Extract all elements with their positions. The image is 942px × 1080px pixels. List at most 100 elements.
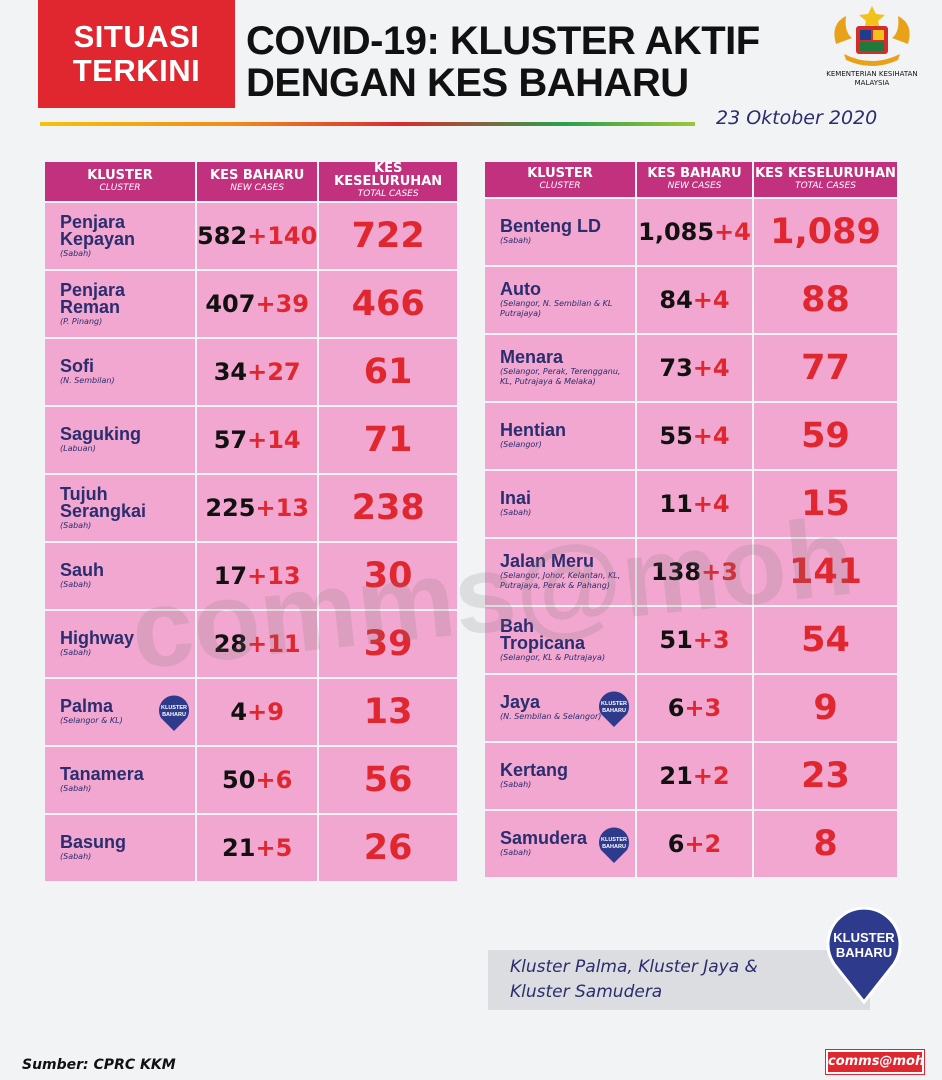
new-cases-cell: 57+14 <box>197 407 318 473</box>
new-cases-cell: 11+4 <box>637 471 752 537</box>
header-kluster: KLUSTER CLUSTER <box>45 162 195 201</box>
cluster-name-line-1: Bah <box>500 615 535 636</box>
previous-cases: 28 <box>213 630 248 658</box>
new-cases-increment: +4 <box>692 490 730 518</box>
pin-label-1: KLUSTER <box>601 837 627 843</box>
table-row: Inai (Sabah) 11+4 15 <box>485 471 897 537</box>
header-kes-baharu-label: KES BAHARU <box>647 165 742 181</box>
total-cases-value: 722 <box>351 216 425 256</box>
total-cases-value: 77 <box>801 348 850 388</box>
new-cases-increment: +4 <box>692 354 730 382</box>
total-cases-cell: 722 <box>319 203 457 269</box>
previous-cases: 21 <box>222 834 256 862</box>
table-body-left: Penjara Kepayan (Sabah) 582+140 722 Penjara Re… <box>45 203 457 881</box>
header-kes-keseluruhan-sub: TOTAL CASES <box>795 180 856 191</box>
total-cases-value: 1,089 <box>770 212 881 252</box>
cluster-name-line-1: Inai <box>500 488 532 508</box>
table-row: Jaya (N. Sembilan & Selangor) KLUSTER BAHAR… <box>485 675 897 741</box>
new-cases-increment: +11 <box>247 630 301 658</box>
cluster-name-line-1: Sauh <box>60 560 105 580</box>
header-kes-baharu-sub: NEW CASES <box>667 180 722 191</box>
new-cases-cell: 225+13 <box>197 475 318 541</box>
table-row: Auto (Selangor, N. Sembilan & KL Putrajay… <box>485 267 897 333</box>
total-cases-value: 466 <box>351 284 425 324</box>
cluster-location: (N. Sembilan) <box>60 376 115 385</box>
kluster-baharu-pin-icon: KLUSTER BAHARU <box>826 906 902 1004</box>
cluster-name-line-2: Kepayan <box>60 228 136 249</box>
total-cases-value: 15 <box>801 484 850 524</box>
previous-cases: 6 <box>667 830 685 858</box>
previous-cases: 225 <box>205 494 256 522</box>
page-title: COVID-19: KLUSTER AKTIF DENGAN KES BAHAR… <box>246 20 826 104</box>
cluster-name-line-1: Basung <box>60 832 127 852</box>
new-cases-cell: 21+5 <box>197 815 318 881</box>
previous-cases: 57 <box>213 426 248 454</box>
cluster-location: (Sabah) <box>500 848 532 857</box>
new-cases-increment: +13 <box>255 494 309 522</box>
table-row: Tujuh Serangkai (Sabah) 225+13 238 <box>45 475 457 541</box>
total-cases-cell: 26 <box>319 815 457 881</box>
cluster-location: (Selangor, Perak, Terengganu, KL, Putraj… <box>500 367 621 386</box>
new-cases-cell: 17+13 <box>197 543 318 609</box>
situasi-terkini-badge: SITUASI TERKINI <box>38 0 235 108</box>
cluster-location: (Sabah) <box>500 508 532 517</box>
header-kes-keseluruhan: KES KESELURUHAN TOTAL CASES <box>754 162 897 197</box>
new-cases-cell: 34+27 <box>197 339 318 405</box>
cluster-location: (Sabah) <box>60 648 92 657</box>
header-kes-keseluruhan: KES KESELURUHAN TOTAL CASES <box>319 162 457 201</box>
total-cases-cell: 1,089 <box>754 199 897 265</box>
cluster-table-right: KLUSTER CLUSTER KES BAHARU NEW CASES KES K… <box>483 160 899 879</box>
pin-label-2: BAHARU <box>602 708 626 714</box>
header-kluster-label: KLUSTER <box>527 165 593 181</box>
cluster-name-cell: Jalan Meru (Selangor, Johor, Kelantan, KL… <box>485 539 635 605</box>
cluster-name-cell: Kertang (Sabah) <box>485 743 635 809</box>
cluster-name-line-1: Sofi <box>60 356 94 376</box>
previous-cases: 73 <box>659 354 693 382</box>
cluster-name-cell: Penjara Kepayan (Sabah) <box>45 203 195 269</box>
cluster-name-cell: Auto (Selangor, N. Sembilan & KL Putrajay… <box>485 267 635 333</box>
cluster-name-line-1: Hentian <box>500 420 567 440</box>
note-line-2: Kluster Samudera <box>510 982 663 1002</box>
cluster-name-line-1: Benteng LD <box>500 216 601 236</box>
table-row: Penjara Reman (P. Pinang) 407+39 466 <box>45 271 457 337</box>
header-kes-baharu-label: KES BAHARU <box>210 167 305 183</box>
header-kluster-sub: CLUSTER <box>99 182 141 193</box>
cluster-location: (P. Pinang) <box>60 316 103 326</box>
table-row: Tanamera (Sabah) 50+6 56 <box>45 747 457 813</box>
ministry-name: KEMENTERIAN KESIHATAN MALAYSIA <box>812 70 932 88</box>
table-body-right: Benteng LD (Sabah) 1,085+4 1,089 Auto (Selang… <box>485 199 897 877</box>
cluster-location: (Sabah) <box>60 520 92 530</box>
table-row: Kertang (Sabah) 21+2 23 <box>485 743 897 809</box>
total-cases-value: 238 <box>351 488 425 528</box>
total-cases-cell: 466 <box>319 271 457 337</box>
color-divider <box>40 122 695 126</box>
new-cases-increment: +13 <box>247 562 301 590</box>
cluster-name-cell: Palma (Selangor & KL) KLUSTER BAHARU <box>45 679 195 745</box>
new-cases-increment: +27 <box>247 358 301 386</box>
total-cases-cell: 61 <box>319 339 457 405</box>
new-cases-cell: 84+4 <box>637 267 752 333</box>
brand-label: comms@moh <box>826 1050 924 1074</box>
cluster-location: (Sabah) <box>60 784 92 793</box>
new-cases-increment: +4 <box>692 422 730 450</box>
cluster-name-cell: Menara (Selangor, Perak, Terengganu, KL, … <box>485 335 635 401</box>
total-cases-cell: 39 <box>319 611 457 677</box>
cluster-name-cell: Saguking (Labuan) <box>45 407 195 473</box>
table-row: Sofi (N. Sembilan) 34+27 61 <box>45 339 457 405</box>
previous-cases: 55 <box>659 422 693 450</box>
header-kes-keseluruhan-label: KES KESELURUHAN <box>755 165 896 181</box>
new-cases-increment: +9 <box>247 698 284 726</box>
header-kes-baharu: KES BAHARU NEW CASES <box>637 162 752 197</box>
total-cases-cell: 8 <box>754 811 897 877</box>
new-cases-increment: +3 <box>684 694 722 722</box>
new-cases-increment: +4 <box>692 286 730 314</box>
cluster-location: (Sabah) <box>60 580 92 589</box>
new-cases-increment: +4 <box>714 218 751 246</box>
cluster-name-cell: Penjara Reman (P. Pinang) <box>45 271 195 337</box>
header-kluster-label: KLUSTER <box>87 167 153 183</box>
total-cases-cell: 54 <box>754 607 897 673</box>
table-row: Palma (Selangor & KL) KLUSTER BAHARU 4+9 13 <box>45 679 457 745</box>
total-cases-value: 141 <box>788 552 863 592</box>
new-cases-cell: 50+6 <box>197 747 318 813</box>
cluster-location: (Labuan) <box>60 444 96 453</box>
